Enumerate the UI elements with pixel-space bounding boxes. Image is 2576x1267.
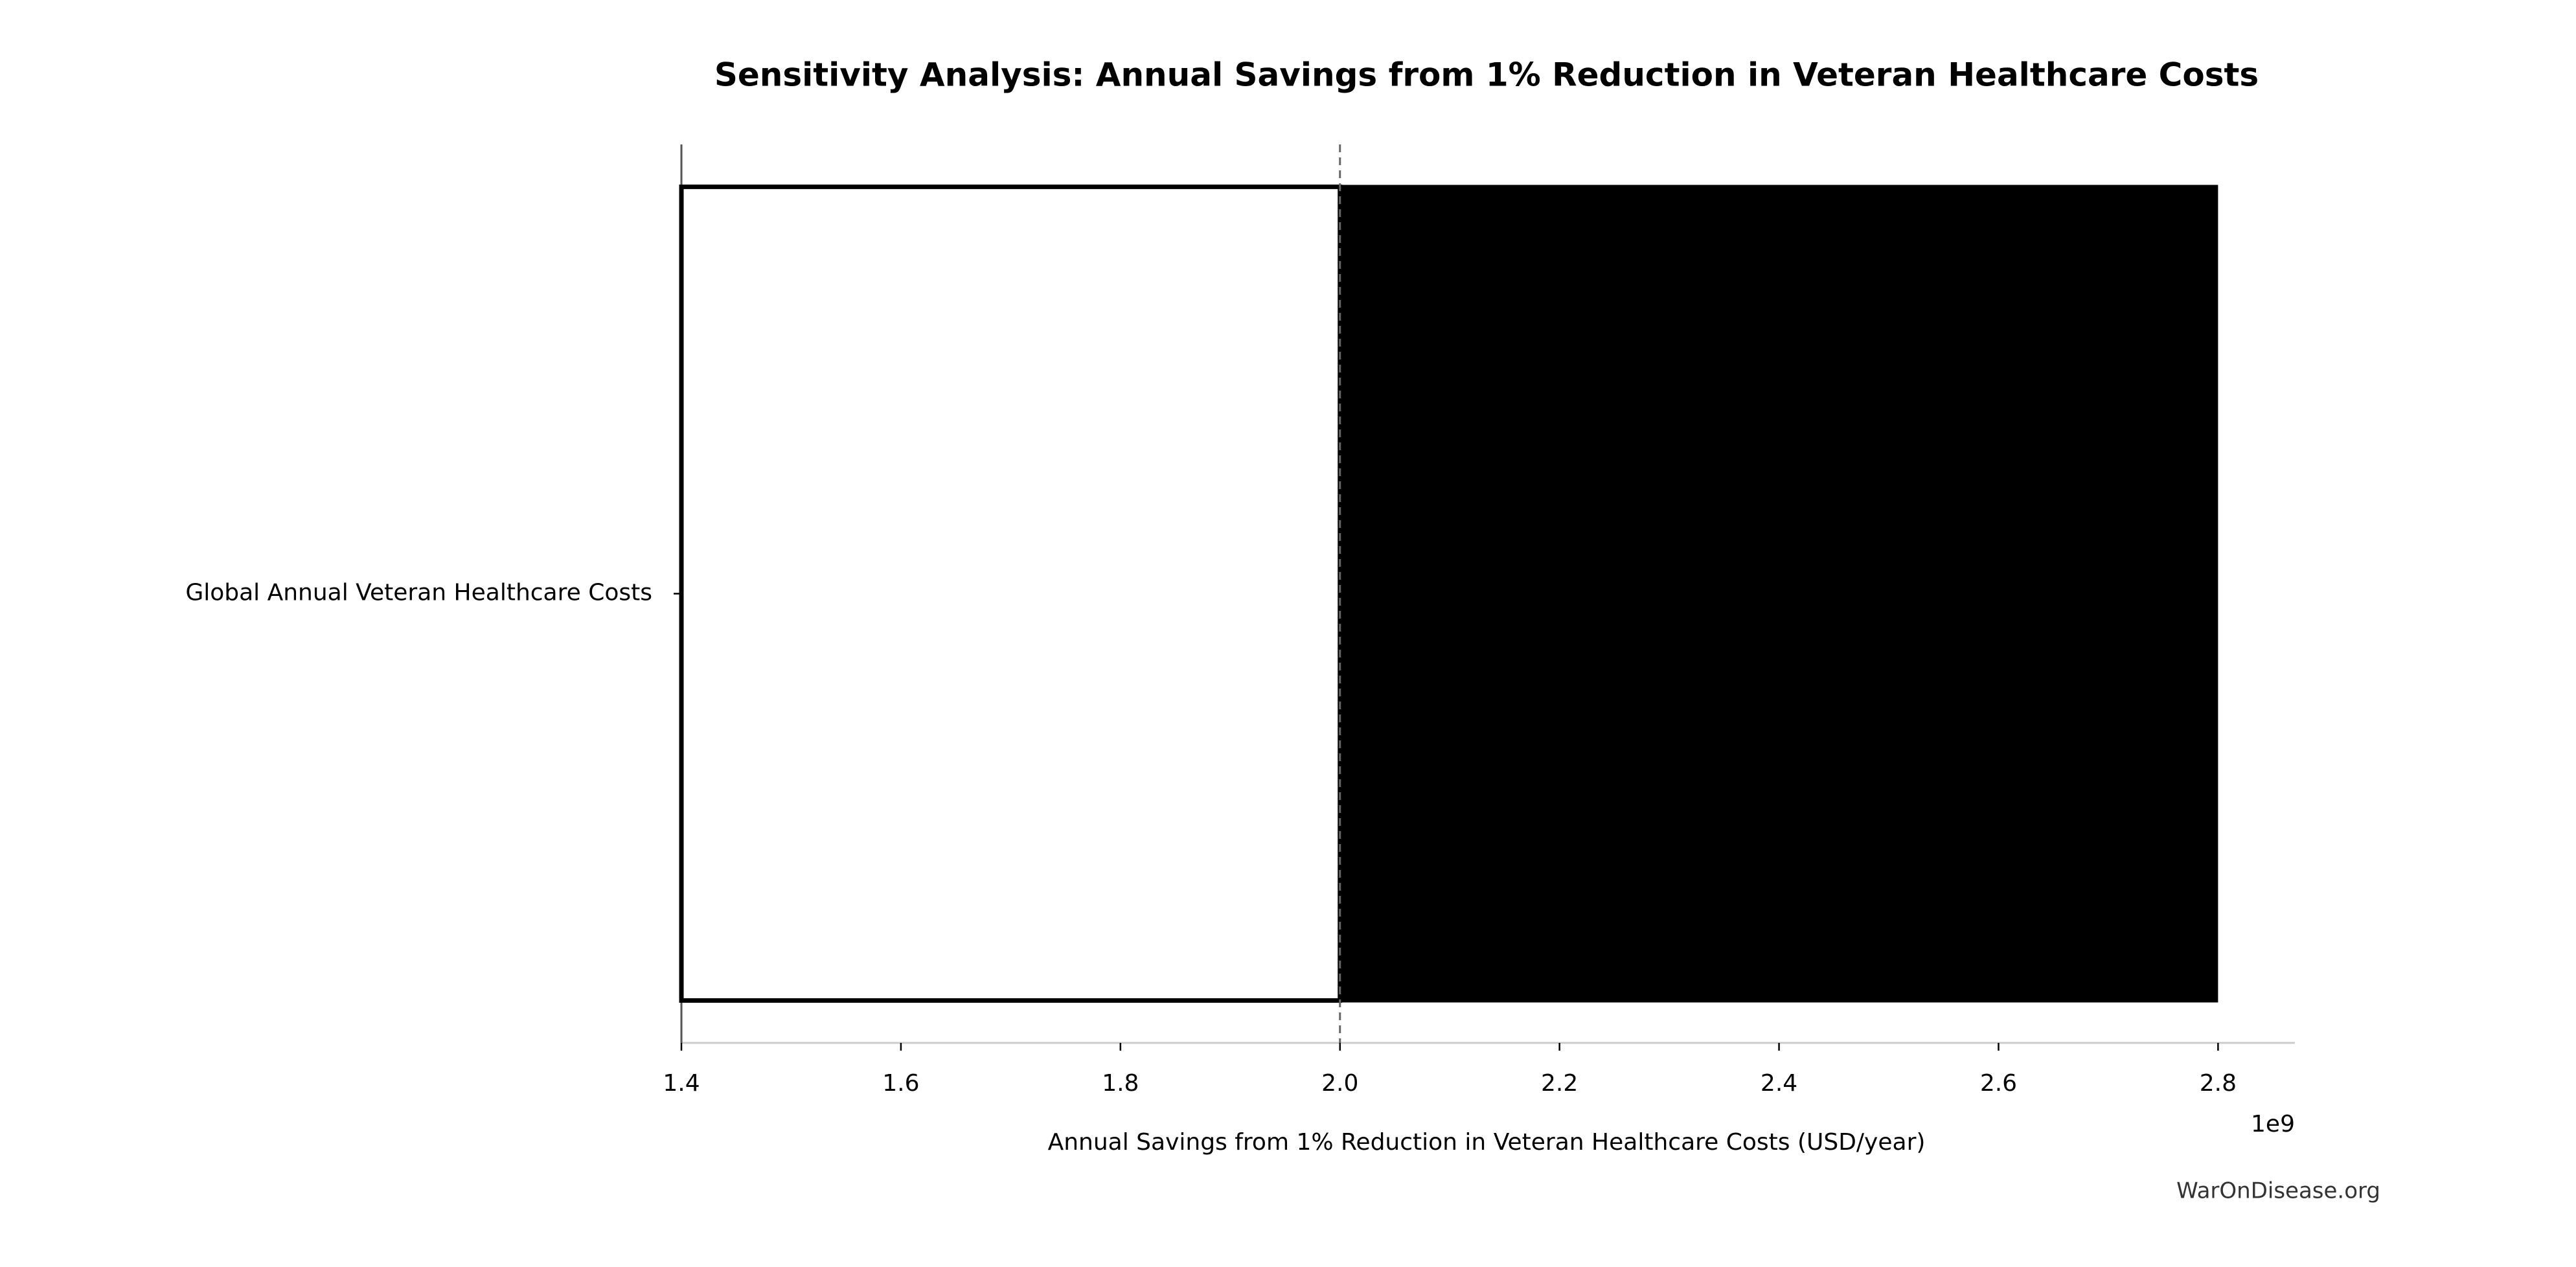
axis-offset: 1e9 [2251, 1111, 2295, 1137]
y-tick-label: Global Annual Veteran Healthcare Costs [185, 580, 652, 606]
x-tick-label: 1.8 [1102, 1070, 1139, 1097]
x-axis-label: Annual Savings from 1% Reduction in Vete… [1048, 1129, 1926, 1156]
x-tick-label: 2.8 [2200, 1070, 2237, 1097]
x-tick-label: 2.6 [1980, 1070, 2017, 1097]
low-bar [679, 184, 1343, 1003]
x-tick-label: 2.2 [1541, 1070, 1578, 1097]
chart-title: Sensitivity Analysis: Annual Savings fro… [714, 56, 2259, 94]
footer: WarOnDisease.org [2176, 1178, 2380, 1204]
x-tick-label: 2.4 [1761, 1070, 1797, 1097]
x-tick-label: 2.0 [1321, 1070, 1358, 1097]
high-bar [1339, 185, 2218, 1003]
x-tick-label: 1.4 [663, 1070, 700, 1097]
x-tick-label: 1.6 [882, 1070, 919, 1097]
